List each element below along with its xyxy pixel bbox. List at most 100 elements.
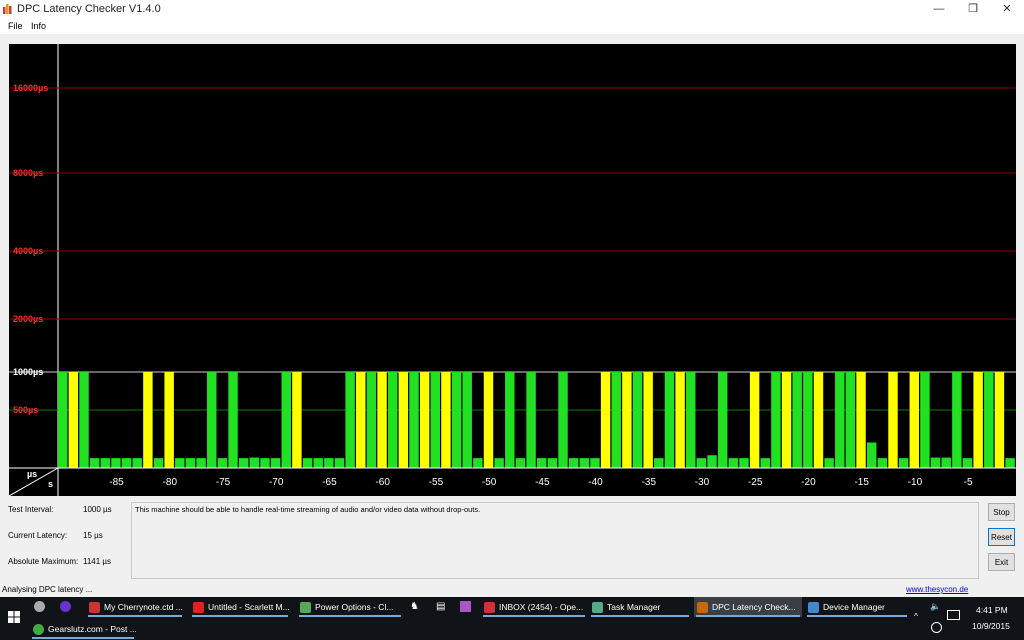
windows-start-icon[interactable] — [8, 611, 20, 623]
bar — [175, 458, 185, 468]
bar — [845, 372, 856, 468]
bar — [781, 372, 792, 468]
sync-icon[interactable] — [931, 622, 942, 633]
bar — [952, 372, 962, 468]
x-tick-label: -55 — [429, 477, 444, 488]
bar — [462, 372, 472, 468]
taskbar-app-icon — [697, 602, 708, 614]
bar — [888, 372, 898, 468]
maximize-button[interactable]: ❐ — [968, 3, 978, 15]
menu-bar: File Info — [0, 18, 1024, 34]
bar — [58, 372, 68, 468]
bar — [377, 372, 387, 468]
status-text: Analysing DPC latency ... — [2, 585, 93, 594]
x-tick-label: -25 — [748, 477, 763, 488]
taskbar-item-label: My Cherrynote.ctd ... — [104, 602, 183, 612]
bar — [920, 372, 930, 468]
bar — [707, 455, 717, 468]
taskbar-running-indicator — [807, 615, 907, 617]
stop-button[interactable]: Stop — [988, 503, 1015, 521]
status-message-box: This machine should be able to handle re… — [131, 502, 979, 579]
taskbar-item-label: Gearslutz.com - Post ... — [48, 624, 136, 634]
exit-button[interactable]: Exit — [988, 553, 1015, 571]
clock-time[interactable]: 4:41 PM — [976, 605, 1008, 615]
tray-chevron-icon[interactable]: ^ — [914, 611, 918, 621]
bar — [302, 458, 313, 468]
globe-icon[interactable] — [34, 601, 45, 612]
menu-info[interactable]: Info — [31, 21, 47, 31]
taskbar-item[interactable]: DPC Latency Check... — [694, 597, 802, 617]
reset-button[interactable]: Reset — [988, 528, 1015, 546]
latency-chart: 16000µs 8000µs 4000µs 2000µs 1000µs 500µs µs s -… — [8, 44, 1016, 497]
taskbar-item[interactable]: INBOX (2454) - Ope... — [481, 597, 587, 617]
x-tick-label: -5 — [964, 477, 973, 488]
taskbar-item[interactable]: Untitled - Scarlett M... — [190, 597, 290, 617]
alien-icon[interactable]: ♞ — [410, 601, 419, 612]
bar — [345, 372, 355, 468]
bar — [409, 372, 419, 468]
bar — [100, 458, 111, 468]
taskbar-item[interactable]: Gearslutz.com - Post ... — [30, 619, 136, 639]
bar — [643, 372, 653, 468]
close-button[interactable]: ✕ — [1002, 3, 1012, 15]
x-tick-label: -20 — [801, 477, 816, 488]
taskbar-item-label: Device Manager — [823, 602, 885, 612]
y-tick-label: 8000µs — [13, 168, 43, 178]
taskbar-item-label: INBOX (2454) - Ope... — [499, 602, 584, 612]
bar — [366, 372, 377, 468]
website-link[interactable]: www.thesycon.de — [906, 585, 969, 594]
bar — [441, 372, 451, 468]
taskbar-item[interactable]: Task Manager — [589, 597, 691, 617]
bar — [505, 372, 515, 468]
x-tick-label: -75 — [216, 477, 231, 488]
bar — [451, 372, 462, 468]
bar — [89, 458, 100, 468]
bar — [877, 458, 888, 468]
bar — [249, 457, 260, 468]
taskbar-app-icon — [89, 602, 100, 614]
taskbar-app-icon — [484, 602, 495, 614]
media-icon[interactable] — [460, 601, 471, 612]
bar — [547, 458, 558, 468]
bar — [270, 458, 281, 468]
bar — [356, 372, 366, 468]
clock-date[interactable]: 10/9/2015 — [972, 621, 1010, 631]
bar — [79, 372, 89, 468]
taskbar-app-icon — [300, 602, 311, 614]
bar — [717, 372, 728, 468]
bar — [558, 372, 568, 468]
taskbar-item[interactable]: Device Manager — [805, 597, 909, 617]
bar — [196, 458, 206, 468]
taskbar-item-label: Power Options - Cl... — [315, 602, 394, 612]
book-icon[interactable]: ▤ — [436, 601, 446, 612]
bar — [813, 372, 824, 468]
bar — [803, 372, 813, 468]
x-tick-label: -45 — [535, 477, 550, 488]
bar — [494, 458, 504, 468]
taskbar-item[interactable]: Power Options - Cl... — [297, 597, 403, 617]
taskbar-item[interactable]: My Cherrynote.ctd ... — [86, 597, 184, 617]
bar — [515, 458, 526, 468]
title-bar: DPC Latency Checker V1.4.0 — ❐ ✕ — [0, 0, 1024, 18]
speaker-icon[interactable]: 🔈 — [930, 601, 941, 611]
window-title: DPC Latency Checker V1.4.0 — [17, 3, 161, 15]
notification-icon[interactable] — [947, 610, 960, 620]
taskbar-running-indicator — [299, 615, 401, 617]
app-pinned-icon[interactable] — [60, 601, 71, 612]
bar — [856, 372, 866, 468]
bar — [121, 458, 132, 468]
bar — [824, 458, 834, 468]
minimize-button[interactable]: — — [933, 3, 945, 15]
current-latency-label: Current Latency: — [8, 531, 68, 540]
bar — [419, 372, 430, 468]
y-tick-label: 1000µs — [13, 367, 43, 377]
bar — [398, 372, 409, 468]
x-tick-label: -35 — [642, 477, 657, 488]
bar — [739, 458, 749, 468]
bar — [132, 458, 142, 468]
x-tick-label: -80 — [163, 477, 178, 488]
bar — [387, 372, 398, 468]
taskbar-app-icon — [808, 602, 819, 614]
menu-file[interactable]: File — [8, 21, 23, 31]
test-interval-value: 1000 µs — [83, 505, 112, 514]
